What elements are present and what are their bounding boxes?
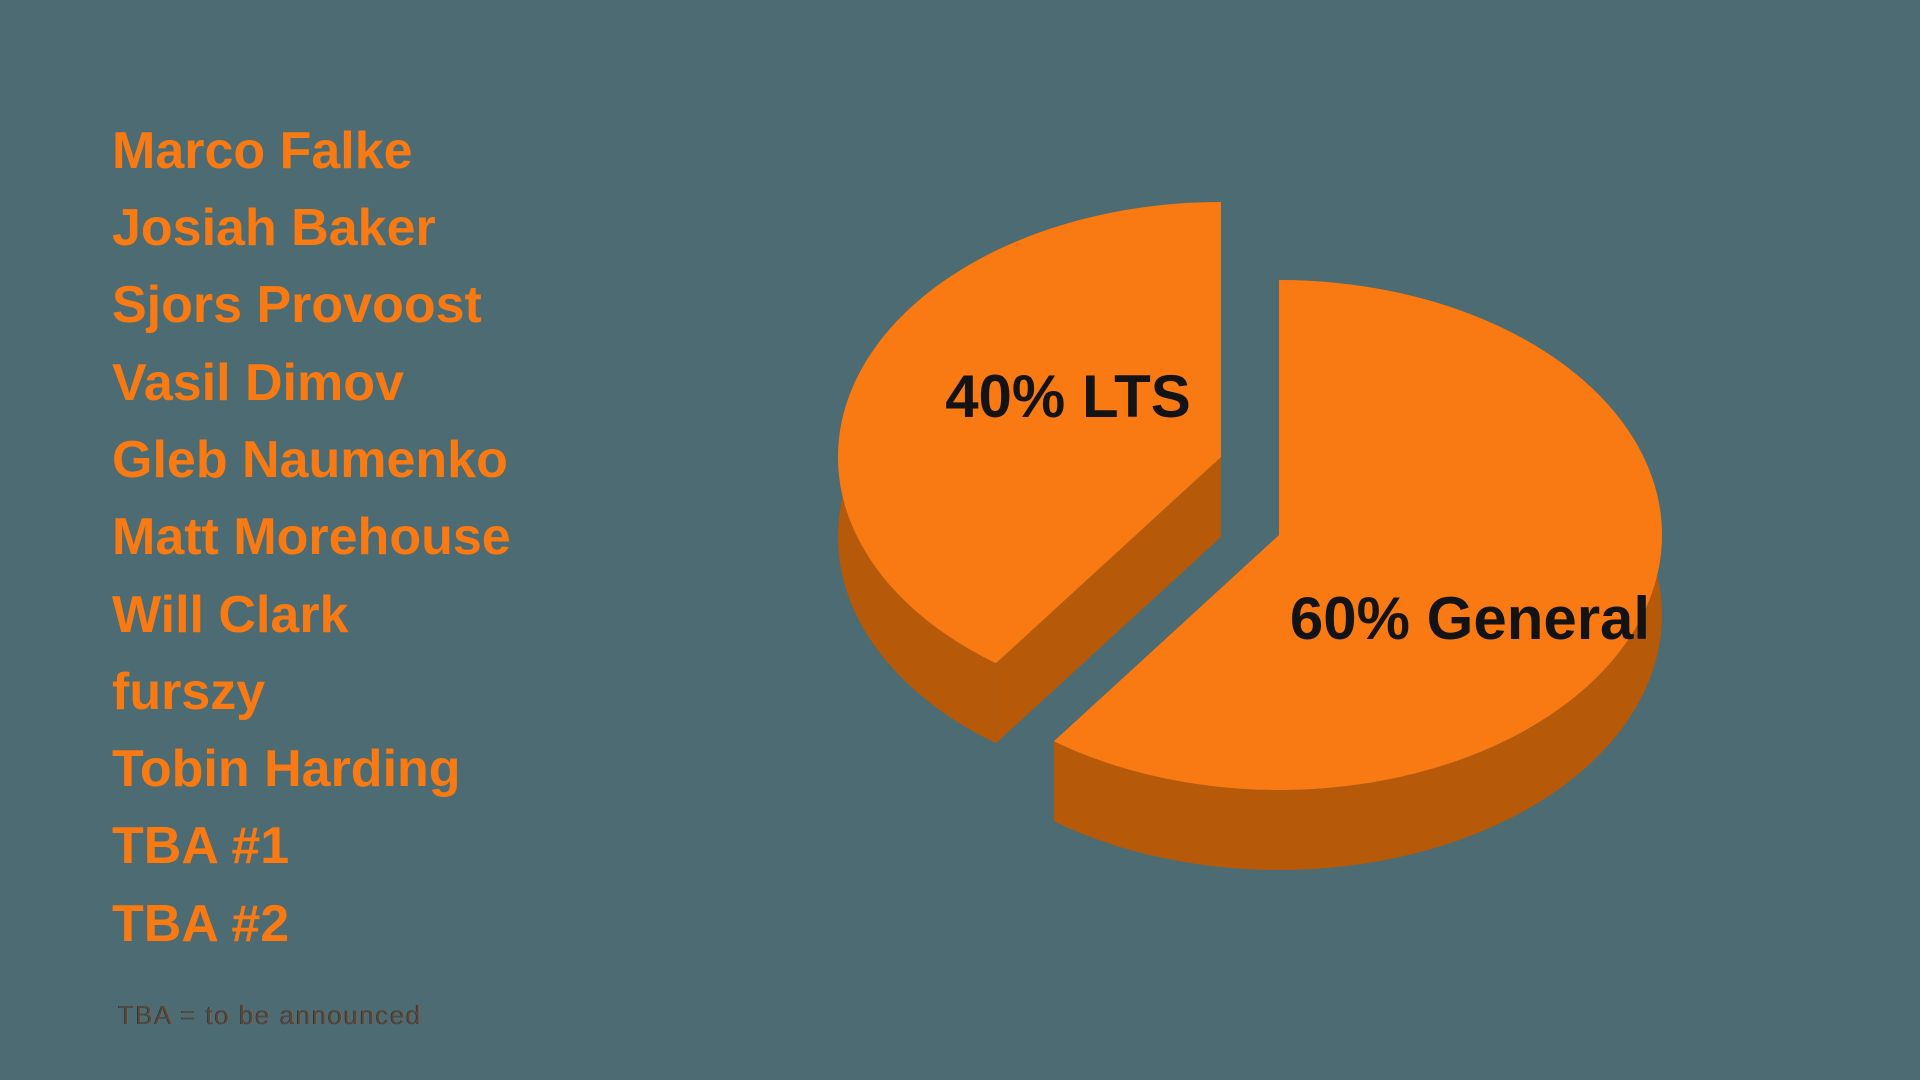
svg-text:40% LTS: 40% LTS [945, 363, 1191, 430]
svg-text:60% General: 60% General [1290, 585, 1650, 652]
